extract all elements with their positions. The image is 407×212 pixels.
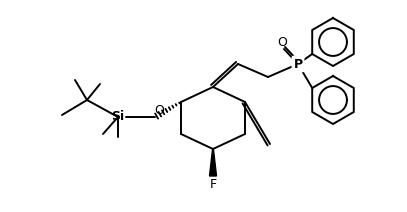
Text: P: P (293, 57, 302, 71)
Text: O: O (277, 35, 287, 49)
Text: O: O (154, 103, 164, 117)
Text: F: F (210, 177, 217, 191)
Text: Si: Si (112, 110, 125, 124)
Text: P: P (293, 57, 302, 71)
Polygon shape (210, 149, 217, 176)
